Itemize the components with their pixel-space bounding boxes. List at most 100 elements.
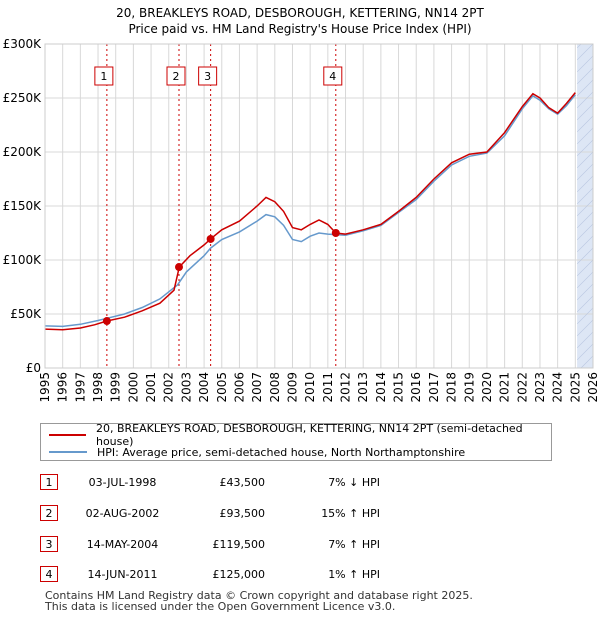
sale-point — [102, 317, 111, 326]
hatch-line — [577, 20, 593, 36]
table-row: 1 03-JUL-1998 £43,500 7% ↓ HPI — [0, 473, 600, 493]
legend-hpi-swatch — [49, 451, 87, 453]
x-tick-label: 2019 — [462, 372, 476, 403]
hatch-line — [577, 175, 594, 193]
transaction-hpi-diff: 7% ↓ HPI — [328, 476, 380, 489]
x-tick-label: 2004 — [197, 372, 211, 403]
transaction-hpi-diff: 15% ↑ HPI — [321, 507, 380, 520]
hatch-line — [577, 67, 594, 85]
x-tick-label: 2020 — [480, 372, 494, 403]
x-tick-label: 2024 — [551, 372, 565, 403]
hatch-line — [577, 44, 582, 49]
x-tick-label: 2006 — [232, 372, 246, 403]
x-tick-label: 2015 — [392, 372, 406, 403]
legend: 20, BREAKLEYS ROAD, DESBOROUGH, KETTERIN… — [40, 422, 552, 461]
sale-label-box — [94, 66, 114, 86]
hatch-line — [577, 343, 594, 361]
hatch-line — [577, 115, 594, 133]
hatch-line — [577, 307, 594, 325]
hatch-line — [577, 211, 594, 229]
transaction-number: 1 — [40, 474, 58, 490]
x-tick-label: 2001 — [144, 372, 158, 403]
x-tick-label: 2008 — [268, 372, 282, 403]
table-row: 2 02-AUG-2002 £93,500 15% ↑ HPI — [0, 504, 600, 524]
sale-point — [174, 263, 183, 272]
x-tick-label: 2014 — [374, 372, 388, 403]
hatch-line — [577, 79, 594, 97]
sale-labels: 1 2 3 4 — [94, 66, 343, 86]
x-tick-label: 1995 — [38, 372, 52, 403]
transaction-price: £125,000 — [212, 568, 266, 581]
hatch-line — [577, 235, 594, 253]
x-tick-label: 2003 — [179, 372, 193, 403]
hpi-series-line — [44, 94, 576, 328]
hatch-line — [580, 355, 594, 368]
x-tick-label: 2022 — [515, 372, 529, 403]
y-tick-label: £300K — [3, 37, 43, 51]
transaction-hpi-diff: 7% ↑ HPI — [328, 538, 380, 551]
table-row: 3 14-MAY-2004 £119,500 7% ↑ HPI — [0, 535, 600, 555]
y-tick-label: £100K — [3, 253, 43, 267]
transaction-price: £43,500 — [219, 476, 266, 489]
chart-title: 20, BREAKLEYS ROAD, DESBOROUGH, KETTERIN… — [116, 6, 484, 20]
x-tick-label: 2021 — [498, 372, 512, 403]
sale-vlines — [106, 44, 337, 368]
transaction-price: £119,500 — [212, 538, 266, 551]
x-tick-label: 2009 — [285, 372, 299, 403]
hatch-line — [577, 247, 594, 265]
y-tick-label: £150K — [3, 199, 43, 213]
x-tick-label: 2013 — [356, 372, 370, 403]
transaction-date: 02-AUG-2002 — [85, 507, 160, 520]
x-tick-label: 2002 — [162, 372, 176, 403]
hatch-line — [577, 223, 594, 241]
hatch-line — [577, 199, 594, 217]
x-tick-label: 2026 — [586, 372, 600, 403]
hatch-line — [577, 163, 594, 181]
x-tick-label: 2017 — [427, 372, 441, 403]
hatch-line — [577, 139, 594, 157]
x-tick-label: 2018 — [445, 372, 459, 403]
plot-border — [44, 43, 594, 369]
transaction-date: 14-MAY-2004 — [86, 538, 159, 551]
sale-label-box — [166, 66, 186, 86]
x-tick-label: 2000 — [126, 372, 140, 403]
y-tick-label: £250K — [3, 91, 43, 105]
sale-point — [206, 234, 215, 243]
x-tick-label: 1999 — [109, 372, 123, 403]
x-tick-label: 2010 — [303, 372, 317, 403]
x-tick-label: 1997 — [73, 372, 87, 403]
x-tick-label: 2005 — [215, 372, 229, 403]
hatch-line — [577, 295, 594, 313]
hatch-line — [577, 127, 594, 145]
sale-point — [331, 229, 340, 237]
footer-copyright: Contains HM Land Registry data © Crown c… — [45, 589, 473, 602]
x-tick-label: 2011 — [321, 372, 335, 403]
transaction-number: 2 — [40, 505, 58, 521]
hatch-line — [577, 331, 594, 349]
transaction-hpi-diff: 1% ↑ HPI — [328, 568, 380, 581]
y-tick-label: £200K — [3, 145, 43, 159]
hatch-line — [577, 55, 594, 73]
hatch-line — [577, 91, 594, 109]
hatch-line — [577, 319, 594, 337]
x-tick-label: 1996 — [56, 372, 70, 403]
hatch-line — [577, 0, 593, 12]
price-chart: 1 2 3 4 £0 £50K £100K £150K £200K £250K £300K 199… — [3, 0, 600, 403]
x-tick-label: 2016 — [409, 372, 423, 403]
y-tick-label: £0 — [26, 361, 41, 375]
chart-subtitle: Price paid vs. HM Land Registry's House … — [128, 22, 472, 36]
y-tick-labels: £0 £50K £100K £150K £200K £250K £300K — [3, 37, 43, 375]
sale-points — [102, 229, 340, 326]
transaction-price: £93,500 — [219, 507, 266, 520]
sale-label: 4 — [329, 70, 336, 83]
x-tick-label: 2025 — [568, 372, 582, 403]
sale-label: 1 — [100, 70, 107, 83]
y-tick-label: £50K — [10, 307, 42, 321]
transaction-date: 03-JUL-1998 — [88, 476, 157, 489]
hatch-line — [577, 103, 594, 121]
hatch-line — [577, 271, 594, 289]
sale-label-box — [198, 66, 218, 86]
hatch-line — [577, 151, 594, 169]
sale-label: 2 — [172, 70, 179, 83]
x-tick-label: 2012 — [339, 372, 353, 403]
